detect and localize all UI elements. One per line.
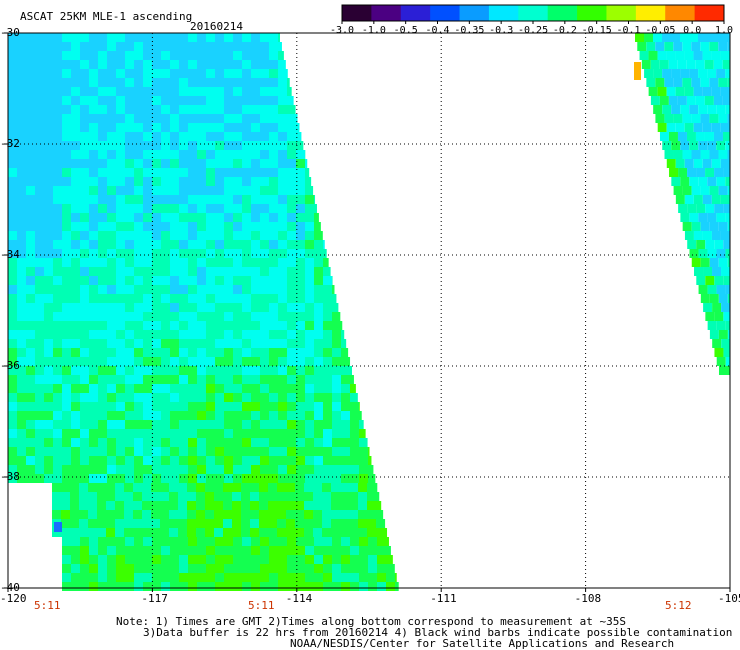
data-swaths bbox=[8, 33, 730, 591]
longitude-label: -114 bbox=[285, 592, 313, 605]
colorbar-label: -0.25 bbox=[518, 25, 549, 36]
colorbar-label: 0.0 bbox=[683, 25, 702, 36]
latitude-label: -36 bbox=[0, 359, 20, 372]
product-title: ASCAT 25KM MLE-1 ascending bbox=[20, 10, 193, 23]
colorbar-label: -0.4 bbox=[425, 25, 450, 36]
time-label: 5:11 bbox=[248, 599, 275, 612]
colorbar-label: -0.3 bbox=[489, 25, 514, 36]
longitude-label: -111 bbox=[430, 592, 457, 605]
latitude-label: -32 bbox=[0, 137, 20, 150]
map-frame bbox=[7, 32, 731, 589]
longitude-label: -108 bbox=[574, 592, 602, 605]
longitude-label: -120 bbox=[0, 592, 27, 605]
colorbar-label: -0.05 bbox=[645, 25, 676, 36]
time-label: 5:11 bbox=[34, 599, 61, 612]
colorbar-label: 1.0 bbox=[715, 25, 734, 36]
latitude-label: -38 bbox=[0, 470, 20, 483]
latitude-label: -34 bbox=[0, 248, 20, 261]
colorbar bbox=[341, 4, 725, 24]
colorbar-swatch bbox=[342, 5, 372, 21]
latitude-label: -30 bbox=[0, 26, 20, 39]
note-line-1: Note: 1) Times are GMT 2)Times along bot… bbox=[116, 615, 626, 628]
colorbar-swatch bbox=[694, 5, 725, 21]
colorbar-swatch bbox=[400, 5, 431, 21]
colorbar-swatch bbox=[430, 5, 461, 21]
colorbar-swatch bbox=[488, 5, 519, 21]
note-line-2: 3)Data buffer is 22 hrs from 20160214 4)… bbox=[143, 626, 733, 639]
longitude-label: -117 bbox=[141, 592, 168, 605]
colorbar-swatch bbox=[459, 5, 490, 21]
time-label: 5:12 bbox=[665, 599, 692, 612]
colorbar-label: -0.2 bbox=[552, 25, 577, 36]
colorbar-label: -0.15 bbox=[581, 25, 612, 36]
axis-ticks bbox=[4, 32, 731, 592]
colorbar-label: -0.35 bbox=[454, 25, 485, 36]
latitude-label: -40 bbox=[0, 581, 20, 594]
colorbar-label: -1.0 bbox=[361, 25, 386, 36]
colorbar-label: -0.5 bbox=[393, 25, 418, 36]
colorbar-swatch bbox=[635, 5, 666, 21]
colorbar-swatch bbox=[577, 5, 607, 21]
colorbar-swatch bbox=[547, 5, 578, 21]
colorbar-swatch bbox=[606, 5, 637, 21]
lat-lon-grid bbox=[8, 33, 730, 588]
colorbar-swatch bbox=[371, 5, 402, 21]
product-date: 20160214 bbox=[190, 20, 243, 33]
colorbar-label: -0.1 bbox=[616, 25, 641, 36]
colorbar-label: -3.0 bbox=[330, 25, 355, 36]
colorbar-swatch bbox=[665, 5, 696, 21]
colorbar-swatch bbox=[518, 5, 549, 21]
longitude-label: -105 bbox=[718, 592, 740, 605]
note-line-3: NOAA/NESDIS/Center for Satellite Applica… bbox=[290, 637, 675, 650]
